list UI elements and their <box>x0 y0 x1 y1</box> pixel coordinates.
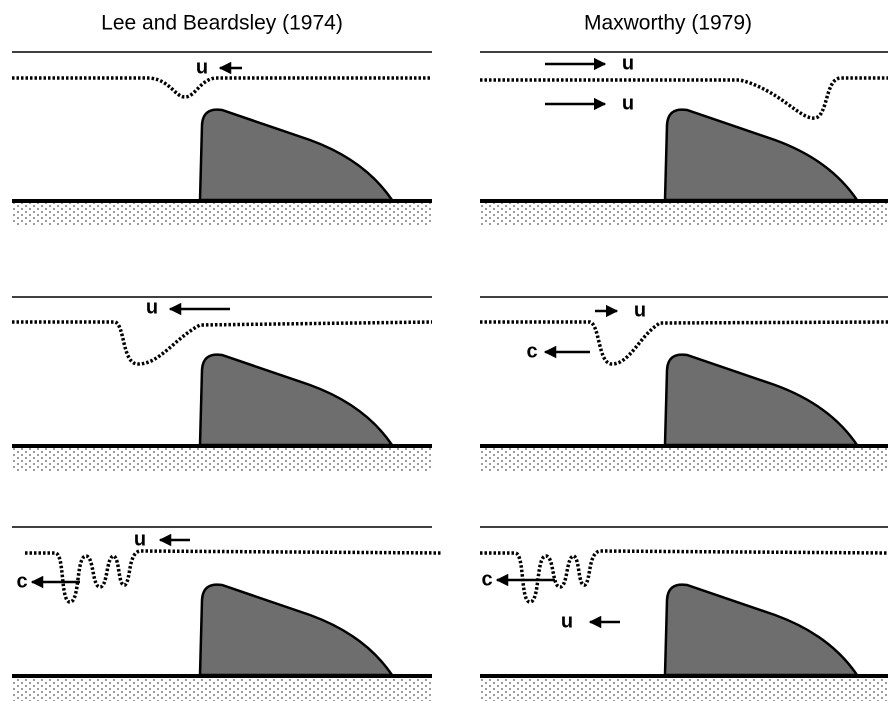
flow-label: c <box>526 340 537 362</box>
interface <box>480 549 888 604</box>
interface <box>12 320 433 366</box>
flow-label: u <box>622 92 634 114</box>
obstacle <box>198 108 395 202</box>
flow-label: u <box>622 52 634 74</box>
seabed <box>12 447 432 471</box>
flow-label: c <box>481 568 492 590</box>
seabed <box>480 202 888 226</box>
interface <box>480 320 888 366</box>
seabed <box>12 677 432 701</box>
interface <box>25 549 443 604</box>
obstacle <box>198 583 395 677</box>
obstacle <box>663 583 860 677</box>
interface <box>480 76 888 120</box>
column-title: Maxworthy (1979) <box>584 12 752 35</box>
flow-label: u <box>634 299 646 321</box>
column-title: Lee and Beardsley (1974) <box>101 12 343 35</box>
obstacle <box>663 353 860 447</box>
flow-label: c <box>16 570 27 592</box>
seabed <box>480 677 888 701</box>
seabed <box>480 447 888 471</box>
flow-label: u <box>146 296 158 318</box>
interface <box>12 76 432 99</box>
obstacle <box>663 108 860 202</box>
flow-label: u <box>134 528 146 550</box>
flow-label: u <box>561 610 573 632</box>
flow-label: u <box>196 56 208 78</box>
seabed <box>12 202 432 226</box>
obstacle <box>198 353 395 447</box>
